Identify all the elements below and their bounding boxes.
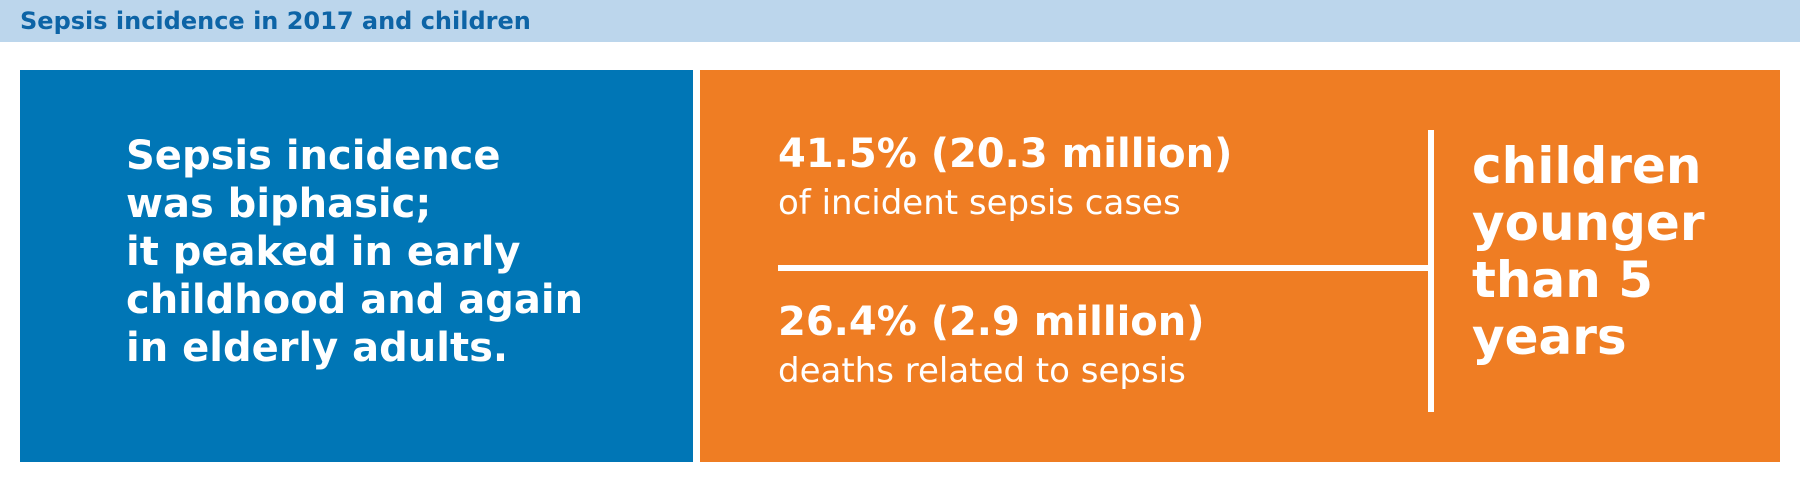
stat-deaths-description: deaths related to sepsis [778,351,1186,391]
stat-incident-cases-description: of incident sepsis cases [778,183,1181,223]
stat-deaths-value: 26.4% (2.9 million) [778,299,1205,345]
age-group-label: children younger than 5 years [1472,138,1772,366]
horizontal-divider [778,265,1430,271]
age-group-line-4: years [1472,308,1627,366]
biphasic-line-2: was biphasic; [126,181,432,227]
biphasic-line-3: it peaked in early [126,229,521,275]
age-group-line-3: than 5 [1472,251,1654,309]
stat-incident-cases-value: 41.5% (20.3 million) [778,131,1233,177]
biphasic-line-1: Sepsis incidence [126,133,501,179]
children-stats-panel: 41.5% (20.3 million) of incident sepsis … [700,70,1780,462]
age-group-line-2: younger [1472,194,1705,252]
header-bar: Sepsis incidence in 2017 and children [0,0,1800,42]
biphasic-line-4: childhood and again [126,277,584,323]
biphasic-panel: Sepsis incidence was biphasic; it peaked… [20,70,693,462]
vertical-divider [1428,130,1434,412]
page-title: Sepsis incidence in 2017 and children [20,7,531,35]
stat-incident-cases: 41.5% (20.3 million) of incident sepsis … [778,128,1232,226]
stat-deaths: 26.4% (2.9 million) deaths related to se… [778,296,1205,394]
biphasic-line-5: in elderly adults. [126,325,509,371]
biphasic-statement: Sepsis incidence was biphasic; it peaked… [126,132,686,372]
age-group-line-1: children [1472,137,1702,195]
